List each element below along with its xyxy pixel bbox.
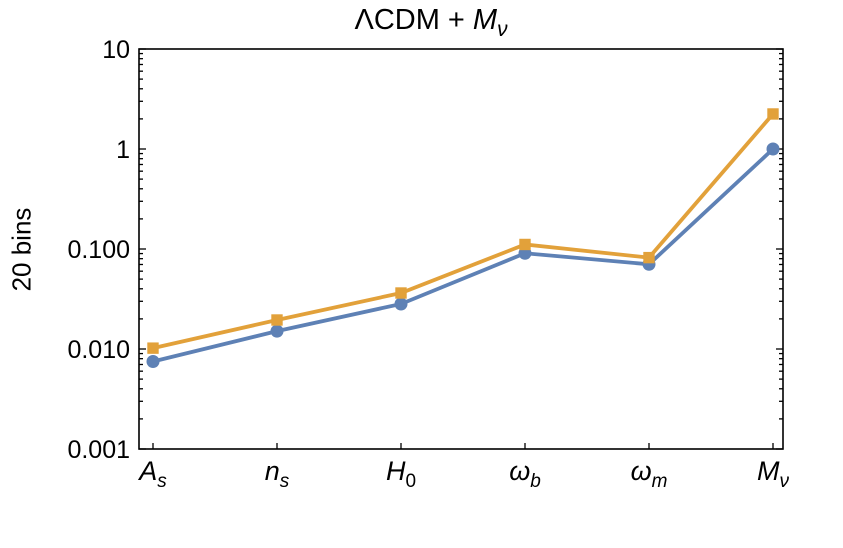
x-tick-label: ωb: [509, 456, 541, 492]
data-point-circle: [766, 142, 780, 156]
plot-frame: [138, 48, 784, 450]
chart-title: ΛCDM + Mν: [109, 4, 753, 40]
x-tick-label: ωm: [631, 456, 668, 492]
data-point-circle: [146, 354, 160, 368]
y-tick-label: 10: [102, 36, 130, 64]
chart-title-variable: M: [472, 4, 498, 36]
chart-title-subscript: ν: [497, 17, 508, 41]
series-blue-circles: [146, 142, 780, 368]
x-tick-label: H0: [386, 456, 416, 492]
data-point-square: [271, 314, 283, 326]
data-point-square: [643, 251, 655, 264]
x-tick-label: Mν: [757, 456, 790, 492]
x-tick-label: ns: [265, 456, 290, 492]
y-tick-label: 0.010: [67, 336, 130, 364]
axis-ticks: [139, 48, 783, 450]
data-point-square: [519, 238, 531, 251]
series-orange-squares: [147, 108, 779, 354]
y-tick-label: 0.100: [67, 236, 130, 264]
y-tick-label: 1: [116, 136, 130, 164]
data-point-square: [767, 108, 779, 120]
data-point-circle: [394, 297, 408, 311]
chart-title-prefix: ΛCDM +: [354, 4, 473, 36]
data-point-circle: [270, 324, 284, 338]
data-point-square: [395, 287, 407, 299]
y-tick-label: 0.001: [67, 436, 130, 464]
data-point-square: [147, 342, 159, 354]
x-tick-label: As: [137, 456, 167, 492]
